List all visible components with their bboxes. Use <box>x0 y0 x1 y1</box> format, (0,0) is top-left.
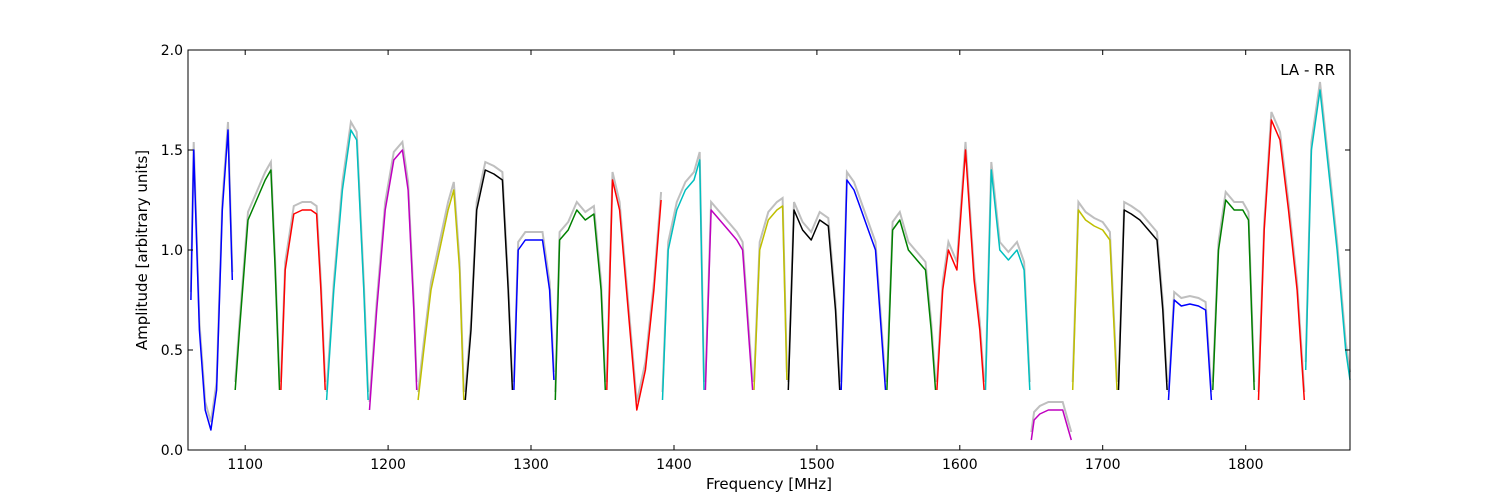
background-trace-7 <box>512 231 555 383</box>
series-line-4 <box>368 149 418 411</box>
series-line-10 <box>661 159 705 401</box>
series-line-19 <box>1071 209 1118 391</box>
background-trace-15 <box>885 209 937 383</box>
background-trace-22 <box>1211 189 1256 383</box>
series-line-22 <box>1212 199 1255 391</box>
series-line-5 <box>417 189 465 401</box>
series-line-20 <box>1117 209 1168 391</box>
series-line-0 <box>190 129 234 431</box>
y-tick-label: 0.0 <box>161 443 183 459</box>
x-tick-label: 1200 <box>370 457 406 473</box>
series-line-3 <box>325 129 369 401</box>
y-tick-label: 0.5 <box>161 343 183 359</box>
x-tick-label: 1400 <box>656 457 692 473</box>
x-tick-label: 1600 <box>942 457 978 473</box>
series-line-17 <box>984 169 1031 391</box>
series-line-16 <box>936 149 985 391</box>
series-line-12 <box>753 205 788 391</box>
series-line-23 <box>1257 119 1306 401</box>
y-tick-label: 2.0 <box>161 43 183 59</box>
y-axis-label: Amplitude [arbitrary units] <box>133 150 151 350</box>
x-axis-label: Frequency [MHz] <box>706 475 832 493</box>
x-tick-label: 1800 <box>1228 457 1264 473</box>
x-tick-label: 1700 <box>1085 457 1121 473</box>
series-line-18 <box>1030 409 1073 441</box>
background-trace-19 <box>1071 199 1118 383</box>
background-trace-17 <box>984 161 1031 383</box>
series-layer <box>190 89 1351 441</box>
x-tick-label: 1500 <box>799 457 835 473</box>
background-trace-18 <box>1030 401 1073 433</box>
background-trace-21 <box>1167 289 1213 393</box>
series-line-9 <box>606 179 662 411</box>
series-line-21 <box>1167 299 1213 401</box>
background-trace-8 <box>554 200 607 393</box>
background-trace-10 <box>661 151 705 393</box>
series-line-7 <box>513 239 555 391</box>
x-tick-label: 1300 <box>513 457 549 473</box>
y-tick-label: 1.5 <box>161 143 183 159</box>
tick-layer: 1100 1200 1300 1400 1500 1600 1700 1800 0.0 0.5 1.… <box>161 43 1350 473</box>
series-line-13 <box>787 209 841 391</box>
series-line-15 <box>886 219 937 391</box>
series-line-1 <box>234 169 281 391</box>
series-line-8 <box>554 209 607 401</box>
series-line-11 <box>704 209 754 391</box>
y-tick-label: 1.0 <box>161 243 183 259</box>
annotation-label: LA - RR <box>1280 61 1335 79</box>
series-line-2 <box>280 209 326 391</box>
series-line-14 <box>840 179 887 391</box>
series-line-6 <box>464 169 514 401</box>
x-tick-label: 1100 <box>227 457 263 473</box>
